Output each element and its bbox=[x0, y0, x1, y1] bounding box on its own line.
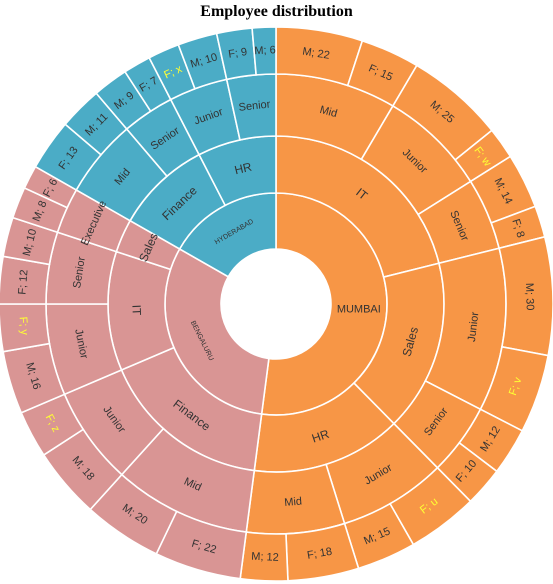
label-bengaluru-it-junior: Junior bbox=[72, 328, 90, 360]
label-mumbai-hr: HR bbox=[310, 427, 331, 446]
label-mumbai-sales-junior-m-30: M; 30 bbox=[523, 283, 536, 311]
segment-hyderabad-hr-senior-m-6 bbox=[251, 26, 277, 76]
label-hyderabad-hr-senior: Senior bbox=[238, 98, 271, 113]
label-mumbai-hr-mid: Mid bbox=[284, 496, 303, 509]
label-mumbai-hr-mid-f-18: F; 18 bbox=[306, 546, 333, 562]
label-mumbai-hr-mid-m-12: M; 12 bbox=[251, 551, 279, 564]
label-mumbai-it-senior-f-8: F; 8 bbox=[509, 218, 526, 240]
label-bengaluru-it: IT bbox=[129, 304, 143, 316]
chart-title: Employee distribution bbox=[200, 3, 353, 20]
label-mumbai-it-mid: Mid bbox=[318, 104, 338, 120]
label-mumbai-it-mid-m-22: M; 22 bbox=[301, 46, 330, 62]
label-mumbai: MUMBAI bbox=[337, 303, 381, 315]
segments bbox=[0, 26, 553, 582]
label-mumbai-sales-junior: Junior bbox=[466, 311, 481, 342]
label-hyderabad-hr-senior-f-9: F; 9 bbox=[228, 46, 249, 61]
label-bengaluru-it-senior: Senior bbox=[71, 256, 88, 290]
label-mumbai-sales-junior-f-v: F; v bbox=[507, 375, 524, 397]
label-hyderabad-hr: HR bbox=[233, 160, 253, 178]
label-bengaluru-it-junior-f-y: F; y bbox=[17, 316, 31, 336]
label-bengaluru-it-senior-f-12: F; 12 bbox=[16, 269, 30, 295]
label-hyderabad-hr-senior-m-6: M; 6 bbox=[254, 44, 276, 57]
